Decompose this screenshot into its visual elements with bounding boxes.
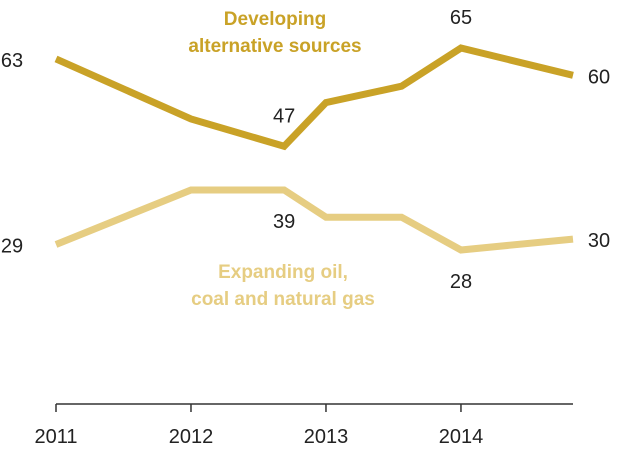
data-label-0-2: 47 [273,105,295,127]
x-tick-label-2: 2013 [304,426,349,448]
labels-layer: 63 47 65 60 Developing alternative sources 29 3… [1,7,610,310]
data-label-0-5: 65 [450,7,472,29]
series-name-0-0: Developing [224,9,326,30]
x-tick-label-1: 2012 [169,426,214,448]
data-label-1-5: 28 [450,271,472,293]
series-layer [54,44,574,254]
series-line-0 [54,44,574,151]
series-name-0-1: alternative sources [188,36,361,57]
data-label-1-0: 29 [1,236,23,258]
x-tick-label-3: 2014 [439,426,484,448]
series-name-1-0: Expanding oil, [218,262,348,283]
x-tick-label-0: 2011 [34,426,77,448]
data-label-0-0: 63 [1,50,23,72]
data-label-1-2: 39 [273,211,295,233]
series-line-1 [54,186,574,254]
x-axis: 2011 2012 2013 2014 [34,403,573,448]
series-name-1-1: coal and natural gas [191,289,375,310]
data-label-1-6: 30 [588,230,610,252]
data-label-0-6: 60 [588,66,610,88]
